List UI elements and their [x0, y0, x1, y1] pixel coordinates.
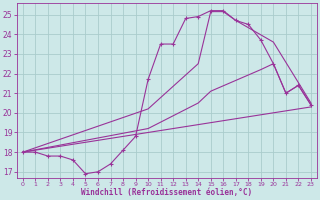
X-axis label: Windchill (Refroidissement éolien,°C): Windchill (Refroidissement éolien,°C) — [81, 188, 252, 197]
